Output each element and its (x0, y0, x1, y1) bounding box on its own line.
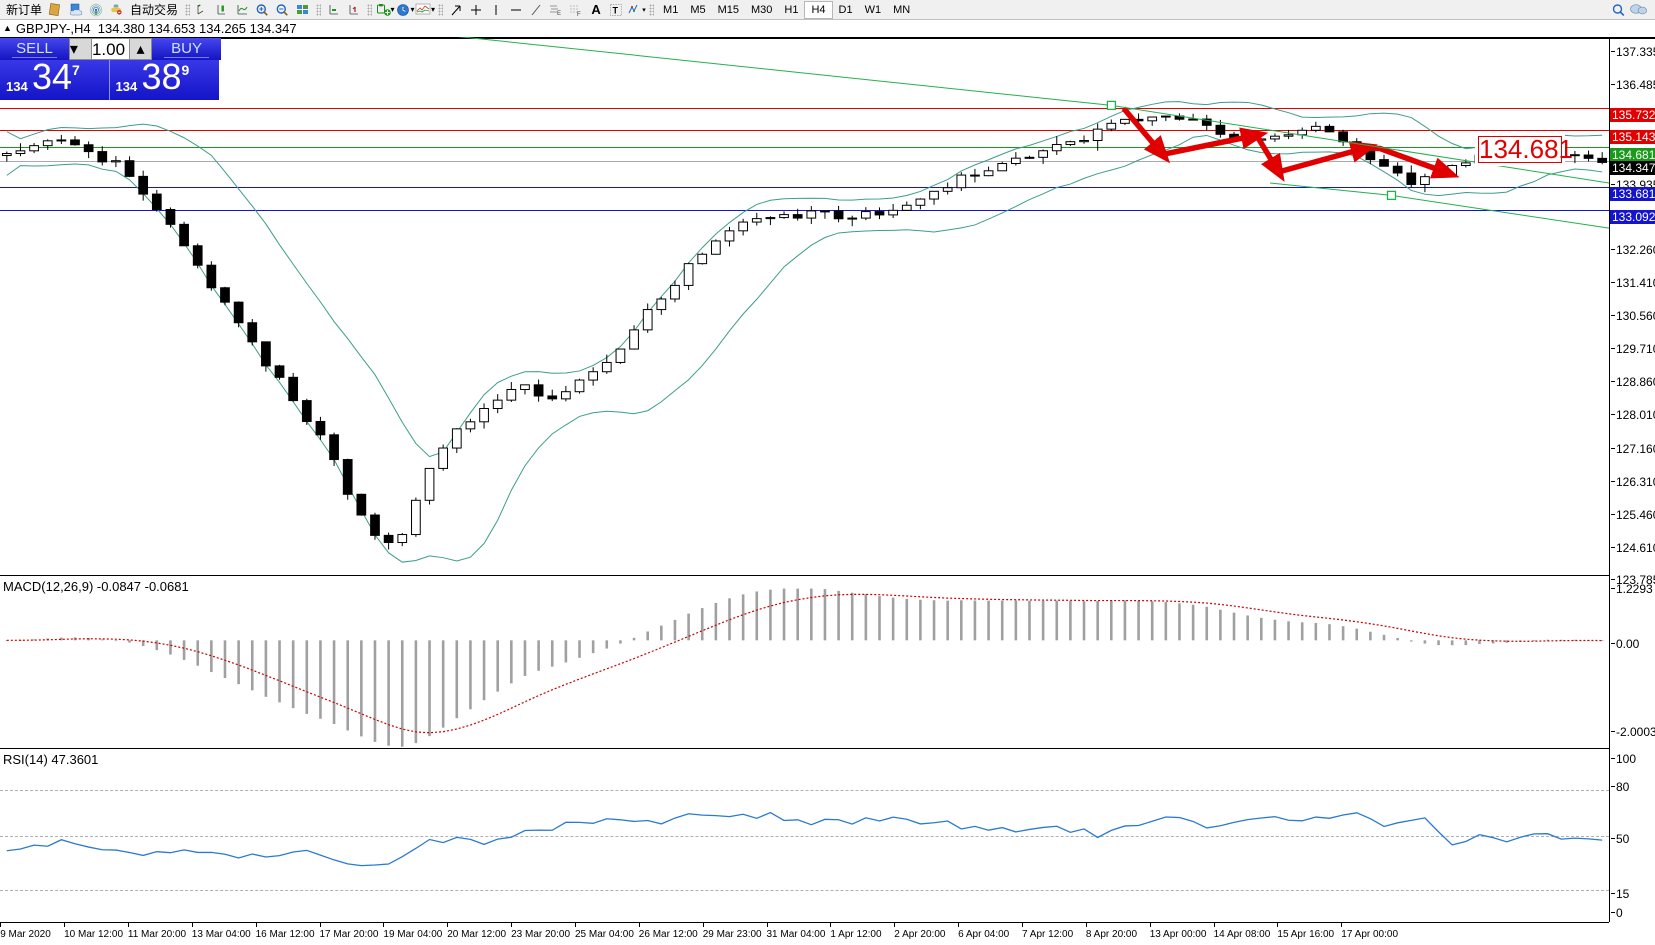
svg-text:F: F (577, 12, 581, 17)
svg-text:E: E (557, 11, 561, 17)
svg-text:T: T (613, 5, 619, 15)
